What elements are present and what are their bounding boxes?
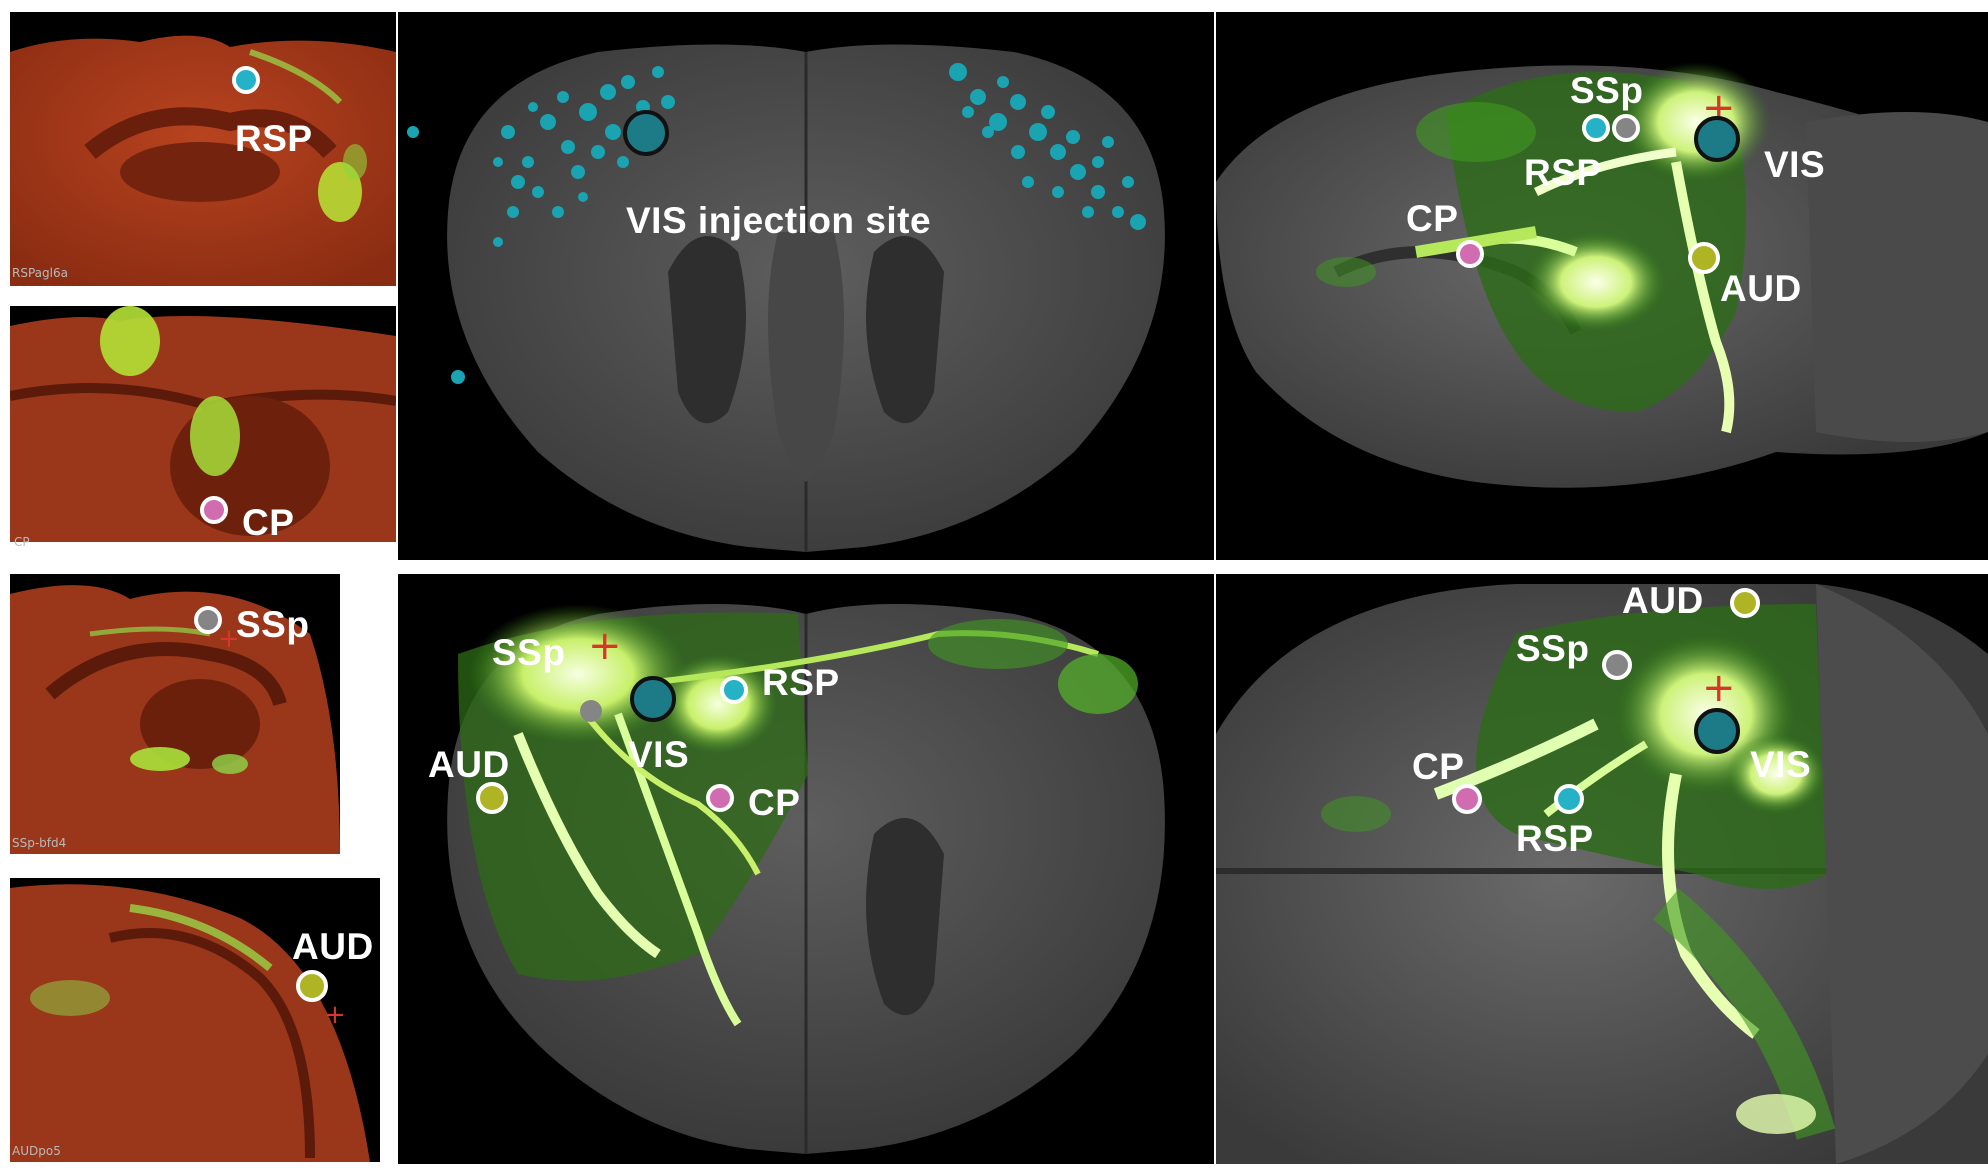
injection-site-marker [623,110,669,156]
coronal-projection-panel: SSp + RSP AUD VIS CP [398,574,1214,1164]
label-cp: CP [748,782,801,823]
label-ssp: SSp [1516,628,1590,669]
label-vis: VIS [1750,744,1812,785]
target-marker-rsp [1554,784,1584,814]
target-marker-aud [476,782,508,814]
target-marker-cp [200,496,228,524]
label-ssp: SSp [492,632,566,673]
label-aud: AUD [292,926,374,967]
target-marker-aud [1688,242,1720,274]
label-ssp: SSp [236,604,310,645]
label-aud: AUD [1622,580,1704,621]
section-cp: CP CP [10,306,396,554]
target-marker-aud [296,970,328,1002]
label-cp: CP [1412,746,1465,787]
label-aud: AUD [428,744,510,785]
target-marker-rsp [720,676,748,704]
label-rsp: RSP [235,118,313,159]
target-marker-aud [1730,588,1760,618]
section-ssp: SSp-bfd4 + SSp [10,574,340,854]
target-marker-ssp [580,700,602,722]
target-marker-cp [1456,240,1484,268]
target-marker-ssp [1602,650,1632,680]
injection-site-marker [1694,116,1740,162]
label-ssp: SSp [1570,70,1644,111]
crosshair-icon: + [588,623,622,669]
crosshair-icon: + [324,1000,346,1030]
section-aud: AUDpo5 AUD + [10,878,380,1162]
target-marker-rsp [232,66,260,94]
injection-caption: VIS injection site [626,200,932,241]
injection-site-marker [630,676,676,722]
crosshair-icon: + [218,624,240,654]
label-aud: AUD [1720,268,1802,309]
target-marker-rsp [1582,114,1610,142]
injection-site-marker [1694,708,1740,754]
label-cp: CP [1406,198,1459,239]
section-tag: SSp-bfd4 [12,836,67,850]
label-rsp: RSP [1516,818,1594,859]
target-marker-cp [706,784,734,812]
label-vis: VIS [628,734,690,775]
target-marker-ssp [194,606,222,634]
label-cp: CP [242,502,295,543]
coronal-injection-panel: VIS injection site [398,12,1214,560]
section-rsp: RSPagl6a RSP [10,12,396,286]
section-tag: AUDpo5 [12,1144,61,1158]
target-marker-cp [1452,784,1482,814]
sagittal-panel: SSp RSP + VIS CP AUD [1216,12,1988,560]
target-marker-ssp [1612,114,1640,142]
label-rsp: RSP [1524,152,1602,193]
section-tag: RSPagl6a [12,266,68,280]
label-rsp: RSP [762,662,840,703]
crosshair-icon: + [1702,665,1736,711]
label-vis: VIS [1764,144,1826,185]
section-tag: CP [14,535,30,549]
dorsal-panel: AUD SSp + VIS CP RSP [1216,574,1988,1164]
